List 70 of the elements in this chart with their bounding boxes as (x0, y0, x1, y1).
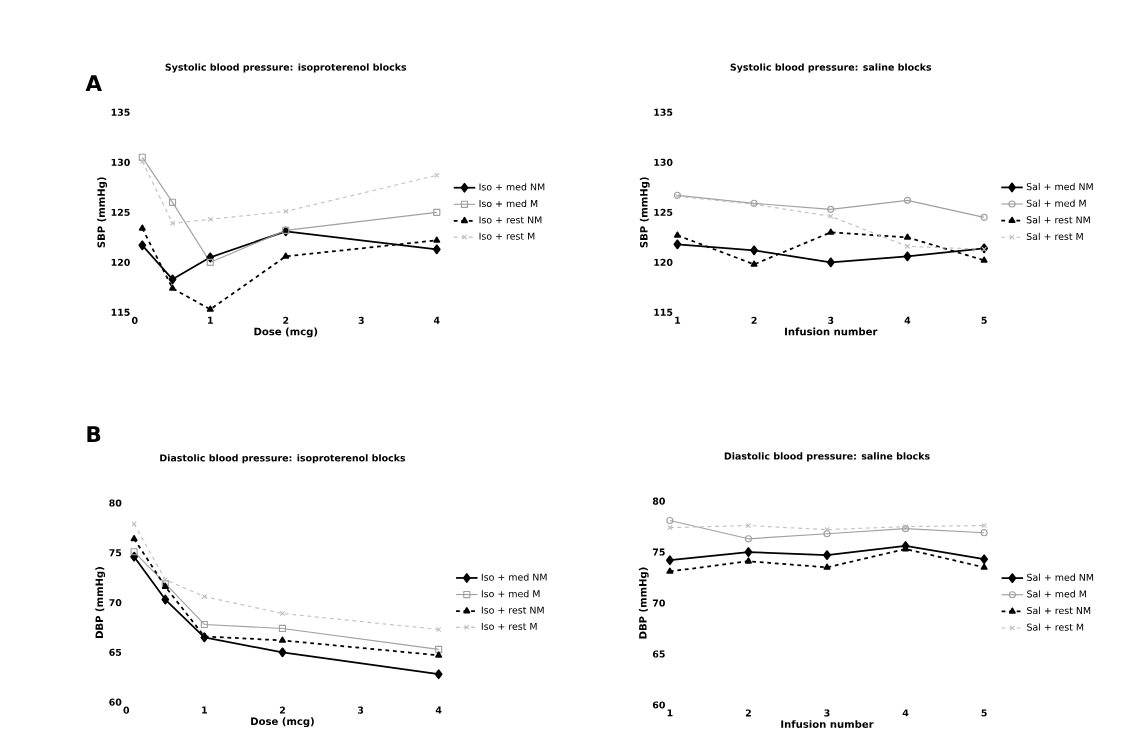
y-tick-label: 80 (652, 497, 665, 505)
x-tick-label: 5 (981, 316, 987, 324)
x-tick-label: 1 (208, 316, 213, 324)
x-axis-title: Infusion number (781, 720, 874, 728)
legend-label: Sal + med M (1026, 199, 1086, 207)
x-tick-label: 1 (667, 709, 673, 717)
x-tick-label: 0 (131, 316, 138, 324)
y-tick-label: 70 (109, 598, 122, 607)
legend-label: Sal + rest M (1026, 232, 1083, 240)
x-tick-label: 1 (675, 316, 681, 324)
x-tick-label: 3 (828, 316, 834, 324)
x-tick-label: 1 (202, 706, 208, 714)
x-tick-label: 0 (123, 706, 130, 714)
y-tick-label: 60 (109, 698, 122, 706)
x-tick-label: 5 (981, 709, 987, 717)
x-tick-label: 4 (904, 316, 911, 324)
x-tick-label: 2 (283, 316, 289, 324)
x-tick-label: 4 (435, 706, 442, 714)
x-axis-title: Dose (mcg) (251, 717, 314, 728)
y-tick-label: 125 (111, 208, 130, 216)
legend-label: Sal + med NM (1026, 182, 1093, 191)
y-tick-label: 75 (652, 548, 665, 556)
text: B (87, 426, 101, 442)
y-tick-label: 115 (654, 308, 673, 316)
y-tick-label: 135 (654, 108, 673, 116)
legend-label: Iso + med NM (481, 573, 547, 581)
y-tick-label: 65 (109, 648, 122, 656)
x-tick-label: 3 (358, 316, 364, 324)
x-tick-label: 3 (824, 709, 830, 717)
chart-title: Systolic blood pressure: saline blocks (730, 63, 932, 73)
x-tick-label: 3 (357, 706, 364, 714)
x-axis-title: Infusion number (785, 327, 878, 336)
x-axis-title: Dose (mcg) (254, 327, 318, 338)
y-tick-label: 120 (111, 258, 130, 266)
text: A (85, 75, 102, 91)
legend-label: Sal + med NM (1027, 573, 1094, 581)
legend-label: Sal + rest NM (1027, 606, 1091, 615)
y-tick-label: 65 (652, 650, 665, 658)
y-axis-title: SBP (mmHg) (97, 177, 108, 248)
y-tick-label: 120 (654, 258, 673, 266)
y-tick-label: 130 (111, 158, 130, 166)
y-tick-label: 60 (652, 701, 665, 709)
y-tick-label: 80 (109, 499, 122, 507)
y-axis-title: DBP (mmHg) (95, 567, 106, 638)
x-tick-label: 2 (279, 706, 285, 714)
legend-label: Sal + rest NM (1026, 216, 1090, 224)
legend-label: Iso + rest NM (479, 216, 542, 224)
legend-label: Iso + rest M (481, 622, 537, 630)
legend-label: Iso + rest NM (481, 606, 544, 614)
y-tick-label: 70 (652, 599, 665, 607)
y-axis-title: SBP (mmHg) (639, 177, 650, 248)
chart-title: Diastolic blood pressure: isoproterenol blocks (160, 454, 406, 464)
chart-title: Systolic blood pressure: isoproterenol blocks (165, 63, 407, 73)
y-tick-label: 135 (111, 108, 130, 116)
y-tick-label: 115 (111, 308, 130, 316)
legend-label: Iso + rest M (479, 232, 535, 240)
legend-label: Iso + med NM (479, 183, 545, 191)
y-tick-label: 75 (109, 549, 122, 557)
legend-label: Iso + med M (481, 589, 540, 598)
legend-label: Sal + rest M (1027, 623, 1084, 631)
x-tick-label: 2 (745, 709, 751, 717)
legend-label: Iso + med M (479, 199, 538, 208)
legend-label: Sal + med M (1027, 590, 1086, 598)
x-tick-label: 4 (902, 709, 909, 717)
y-axis-title: DBP (mmHg) (638, 567, 649, 639)
chart-title: Diastolic blood pressure: saline blocks (724, 452, 930, 462)
y-tick-label: 130 (654, 158, 673, 166)
y-tick-label: 125 (654, 208, 673, 216)
x-tick-label: 4 (433, 316, 440, 324)
x-tick-label: 2 (751, 316, 757, 324)
